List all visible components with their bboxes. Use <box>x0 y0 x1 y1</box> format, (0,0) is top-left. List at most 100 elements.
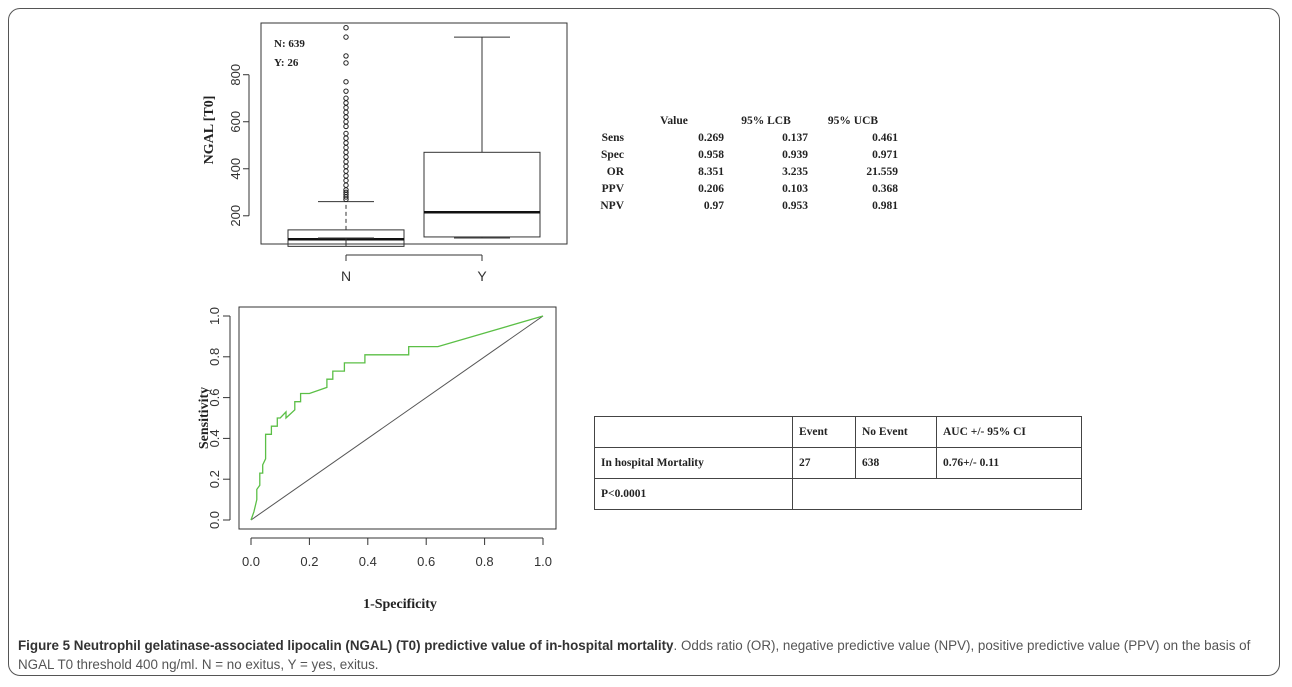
auc-header-event: Event <box>792 416 856 448</box>
boxplot-x-tick-label: Y <box>477 268 487 284</box>
box-outlier <box>343 130 349 137</box>
stats-cell: 0.206 <box>698 182 724 195</box>
box-outlier <box>343 154 349 160</box>
figure-frame <box>8 8 1280 676</box>
stats-cell: 0.368 <box>872 182 898 195</box>
stats-header-row: Value 95% LCB 95% UCB <box>580 112 898 129</box>
boxplot-y-tick-label: 400 <box>228 158 243 180</box>
box-outlier <box>343 163 349 170</box>
stats-cell: 0.137 <box>782 131 808 144</box>
stats-cell: 0.97 <box>703 199 724 212</box>
box-outlier <box>343 177 349 184</box>
auc-table: Event No Event AUC +/- 95% CI In hospita… <box>594 416 1082 510</box>
stats-cell: 0.981 <box>872 199 898 212</box>
stats-cell: 0.461 <box>872 131 898 144</box>
box-outlier <box>343 60 349 66</box>
box-outlier <box>343 104 349 111</box>
caption-title: Figure 5 Neutrophil gelatinase-associate… <box>18 638 674 653</box>
roc-y-tick-label: 1.0 <box>207 307 222 325</box>
roc-x-tick-label: 0.6 <box>417 554 435 569</box>
stats-header-ucb: 95% UCB <box>827 114 879 127</box>
roc-y-tick-label: 0.8 <box>207 348 222 366</box>
auc-row-label: In hospital Mortality <box>594 447 793 479</box>
roc-y-tick-label: 0.6 <box>207 389 222 407</box>
roc-xlabel: 1-Specificity <box>363 597 437 612</box>
roc-y-tick-label: 0.4 <box>207 429 222 447</box>
boxplot-y-tick-label: 800 <box>228 64 243 86</box>
boxplot-y-ticks: 200 400 600 800 <box>228 64 250 227</box>
roc-x-tick-label: 1.0 <box>534 554 552 569</box>
box-outlier <box>343 173 349 179</box>
boxplot-marks <box>287 25 541 247</box>
boxplot-annotation-y: Y: 26 <box>274 57 299 69</box>
box-outlier <box>343 119 349 125</box>
boxplot-frame <box>260 22 568 245</box>
boxplot-y-tick-label: 200 <box>228 205 243 227</box>
caption-text: . Odds ratio (OR), negative predictive v… <box>18 638 1251 672</box>
boxplot-annotation-n: N: 639 <box>274 38 305 50</box>
auc-header-row: Event No Event AUC +/- 95% CI <box>594 416 1082 448</box>
roc-x-tick-label: 0.8 <box>476 554 494 569</box>
roc-diagonal-line <box>250 315 544 521</box>
box-outlier <box>343 88 349 94</box>
box-outlier <box>343 109 349 116</box>
auc-pvalue: P<0.0001 <box>594 478 793 510</box>
box-outlier <box>343 182 349 188</box>
stats-header-value: Value <box>660 114 688 127</box>
box-N <box>287 25 405 247</box>
stats-row-spec: Spec 0.958 0.939 0.971 <box>580 146 898 163</box>
stats-cell: 0.103 <box>782 182 808 195</box>
roc-x-tick-label: 0.2 <box>300 554 318 569</box>
stats-header-empty <box>580 112 624 129</box>
roc-y-tick-label: 0.2 <box>207 470 222 488</box>
auc-header-empty <box>594 416 793 448</box>
stats-cell: 21.559 <box>866 165 898 178</box>
box-outlier <box>343 114 349 120</box>
stats-row-label: NPV <box>600 199 624 212</box>
box-iqr <box>423 151 541 238</box>
stats-cell: 0.953 <box>782 199 808 212</box>
roc-chart: Sensitivity 1-Specificity 0.00.00.20.20.… <box>197 306 557 612</box>
box-outlier <box>343 159 349 165</box>
auc-cell-no-event: 638 <box>855 447 937 479</box>
auc-row-pvalue: P<0.0001 <box>594 478 1082 510</box>
roc-x-tick-label: 0.4 <box>359 554 377 569</box>
auc-header-auc: AUC +/- 95% CI <box>936 416 1082 448</box>
roc-ticks: 0.0 0.0 0.2 0.2 0.4 0.4 0.6 0.6 0.8 0.8 1.0 1.0 <box>207 307 552 569</box>
figure-caption: Figure 5 Neutrophil gelatinase-associate… <box>18 636 1270 674</box>
auc-header-no-event: No Event <box>855 416 937 448</box>
box-outlier <box>343 25 349 31</box>
auc-row-mortality: In hospital Mortality 27 638 0.76+/- 0.1… <box>594 447 1082 479</box>
auc-cell-auc: 0.76+/- 0.11 <box>936 447 1082 479</box>
roc-marks <box>250 315 544 521</box>
roc-y-tick-label: 0.0 <box>207 511 222 529</box>
box-outlier <box>343 95 349 101</box>
box-outlier <box>343 53 349 59</box>
stats-cell: 0.939 <box>782 148 808 161</box>
box-outlier <box>343 123 349 130</box>
stats-cell: 8.351 <box>698 165 724 178</box>
auc-cell-event: 27 <box>792 447 856 479</box>
stats-row-or: OR 8.351 3.235 21.559 <box>580 163 898 180</box>
box-outlier <box>343 34 349 40</box>
roc-frame <box>238 306 557 530</box>
stats-cell: 0.958 <box>698 148 724 161</box>
boxplot-ylabel: NGAL [T0] <box>202 96 217 165</box>
roc-ylabel: Sensitivity <box>197 387 212 449</box>
box-outlier <box>343 168 349 174</box>
stats-cell: 0.971 <box>872 148 898 161</box>
box-outlier <box>343 149 349 156</box>
auc-empty-cell <box>792 478 1082 510</box>
stats-table: Value 95% LCB 95% UCB Sens 0.269 0.137 0… <box>580 112 898 214</box>
stats-row-sens: Sens 0.269 0.137 0.461 <box>580 129 898 146</box>
box-outlier <box>343 100 349 106</box>
stats-row-label: Sens <box>601 131 624 144</box>
stats-row-label: PPV <box>601 182 624 195</box>
stats-row-label: Spec <box>601 148 624 161</box>
stats-row-label: OR <box>606 165 624 178</box>
box-outlier <box>343 144 349 151</box>
stats-header-lcb: 95% LCB <box>741 114 791 127</box>
